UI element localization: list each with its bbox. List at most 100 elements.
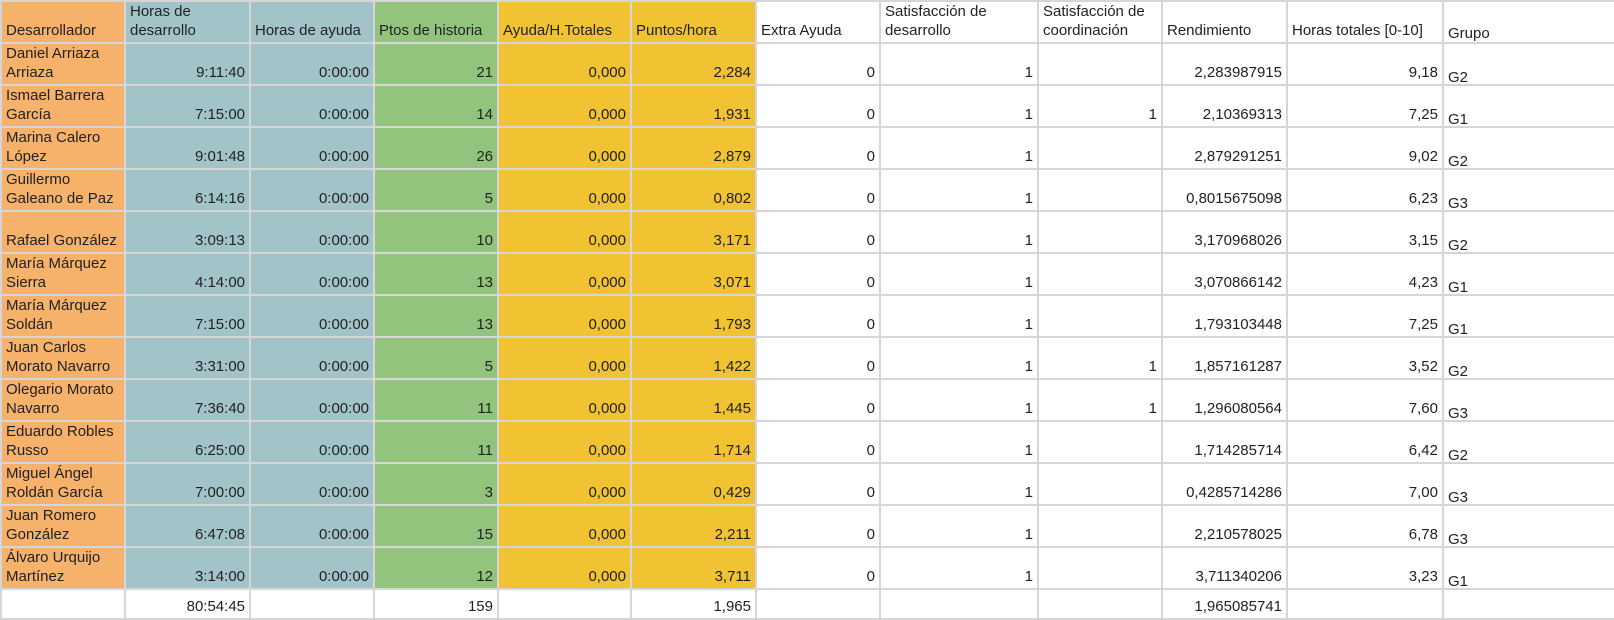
table-cell[interactable]: 3,15 <box>1286 210 1444 254</box>
table-cell[interactable]: 0,000 <box>497 84 632 128</box>
table-cell[interactable]: 2,879291251 <box>1161 126 1288 170</box>
table-cell[interactable]: 9,02 <box>1286 126 1444 170</box>
table-cell[interactable]: 1 <box>879 462 1039 506</box>
table-cell[interactable]: 11 <box>373 420 499 464</box>
table-cell[interactable]: 0:00:00 <box>249 462 375 506</box>
table-cell[interactable]: 1 <box>879 378 1039 422</box>
table-cell[interactable]: 6:25:00 <box>124 420 251 464</box>
table-cell[interactable]: 0 <box>755 84 881 128</box>
table-cell[interactable]: 1,793103448 <box>1161 294 1288 338</box>
table-cell[interactable]: 0:00:00 <box>249 84 375 128</box>
table-cell[interactable]: 0 <box>755 252 881 296</box>
table-cell[interactable]: 0:00:00 <box>249 42 375 86</box>
developer-name-cell[interactable]: Miguel Ángel Roldán García <box>0 462 126 506</box>
header-cell[interactable]: Rendimiento <box>1161 0 1288 44</box>
table-cell[interactable]: 15 <box>373 504 499 548</box>
table-cell[interactable]: G1 <box>1442 546 1614 590</box>
table-cell[interactable]: 3,171 <box>630 210 757 254</box>
table-cell[interactable]: 9:01:48 <box>124 126 251 170</box>
table-cell[interactable]: 0,000 <box>497 462 632 506</box>
table-cell[interactable]: 0,000 <box>497 210 632 254</box>
developer-name-cell[interactable]: Juan Carlos Morato Navarro <box>0 336 126 380</box>
table-cell[interactable]: 2,10369313 <box>1161 84 1288 128</box>
table-cell[interactable]: G2 <box>1442 42 1614 86</box>
table-cell[interactable]: 7:15:00 <box>124 84 251 128</box>
table-cell[interactable] <box>1037 294 1163 338</box>
total-cell[interactable] <box>1442 588 1614 620</box>
table-cell[interactable] <box>1037 504 1163 548</box>
table-cell[interactable]: 3,711 <box>630 546 757 590</box>
table-cell[interactable]: 1,857161287 <box>1161 336 1288 380</box>
table-cell[interactable]: 0:00:00 <box>249 378 375 422</box>
table-cell[interactable]: 3:31:00 <box>124 336 251 380</box>
total-cell[interactable]: 1,965 <box>630 588 757 620</box>
table-cell[interactable]: 1,793 <box>630 294 757 338</box>
header-cell[interactable]: Desarrollador <box>0 0 126 44</box>
table-cell[interactable]: 6,78 <box>1286 504 1444 548</box>
table-cell[interactable]: 5 <box>373 168 499 212</box>
developer-name-cell[interactable]: Daniel Arriaza Arriaza <box>0 42 126 86</box>
header-cell[interactable]: Puntos/hora <box>630 0 757 44</box>
table-cell[interactable] <box>1037 168 1163 212</box>
table-cell[interactable]: 1 <box>879 420 1039 464</box>
table-cell[interactable]: 1,296080564 <box>1161 378 1288 422</box>
table-cell[interactable]: 0 <box>755 420 881 464</box>
table-cell[interactable]: 4:14:00 <box>124 252 251 296</box>
table-cell[interactable]: 12 <box>373 546 499 590</box>
total-cell[interactable] <box>879 588 1039 620</box>
table-cell[interactable]: 0 <box>755 294 881 338</box>
table-cell[interactable]: 11 <box>373 378 499 422</box>
table-cell[interactable]: 0,4285714286 <box>1161 462 1288 506</box>
total-cell[interactable] <box>1286 588 1444 620</box>
table-cell[interactable]: G2 <box>1442 420 1614 464</box>
header-cell[interactable]: Grupo <box>1442 0 1614 44</box>
table-cell[interactable]: 10 <box>373 210 499 254</box>
table-cell[interactable]: 0:00:00 <box>249 504 375 548</box>
table-cell[interactable]: 1 <box>879 42 1039 86</box>
table-cell[interactable]: 0,8015675098 <box>1161 168 1288 212</box>
table-cell[interactable]: 3:14:00 <box>124 546 251 590</box>
table-cell[interactable]: 1 <box>879 294 1039 338</box>
developer-name-cell[interactable]: María Márquez Soldán <box>0 294 126 338</box>
table-cell[interactable]: 0 <box>755 546 881 590</box>
table-cell[interactable]: 21 <box>373 42 499 86</box>
table-cell[interactable]: 0:00:00 <box>249 252 375 296</box>
table-cell[interactable]: 0:00:00 <box>249 210 375 254</box>
table-cell[interactable]: G2 <box>1442 336 1614 380</box>
table-cell[interactable]: 3,23 <box>1286 546 1444 590</box>
header-cell[interactable]: Horas totales [0-10] <box>1286 0 1444 44</box>
table-cell[interactable]: 2,284 <box>630 42 757 86</box>
table-cell[interactable]: 0,000 <box>497 252 632 296</box>
total-cell[interactable]: 80:54:45 <box>124 588 251 620</box>
table-cell[interactable]: G1 <box>1442 84 1614 128</box>
table-cell[interactable]: 0,000 <box>497 126 632 170</box>
total-cell[interactable]: 1,965085741 <box>1161 588 1288 620</box>
table-cell[interactable]: 0:00:00 <box>249 294 375 338</box>
table-cell[interactable]: G2 <box>1442 126 1614 170</box>
table-cell[interactable]: 7:36:40 <box>124 378 251 422</box>
table-cell[interactable]: 9:11:40 <box>124 42 251 86</box>
table-cell[interactable]: G1 <box>1442 252 1614 296</box>
table-cell[interactable]: 1,445 <box>630 378 757 422</box>
developer-name-cell[interactable]: Rafael González <box>0 210 126 254</box>
table-cell[interactable]: 1 <box>879 546 1039 590</box>
table-cell[interactable]: 6,23 <box>1286 168 1444 212</box>
table-cell[interactable]: 14 <box>373 84 499 128</box>
table-cell[interactable]: 0 <box>755 462 881 506</box>
table-cell[interactable]: 0 <box>755 168 881 212</box>
table-cell[interactable]: 3,52 <box>1286 336 1444 380</box>
table-cell[interactable]: 0,000 <box>497 168 632 212</box>
table-cell[interactable]: 1 <box>879 252 1039 296</box>
table-cell[interactable] <box>1037 462 1163 506</box>
table-cell[interactable]: 13 <box>373 252 499 296</box>
table-cell[interactable]: 7,60 <box>1286 378 1444 422</box>
table-cell[interactable]: 1 <box>879 126 1039 170</box>
table-cell[interactable]: 9,18 <box>1286 42 1444 86</box>
total-cell[interactable] <box>249 588 375 620</box>
table-cell[interactable]: 2,210578025 <box>1161 504 1288 548</box>
table-cell[interactable]: 0 <box>755 336 881 380</box>
table-cell[interactable]: G1 <box>1442 294 1614 338</box>
developer-name-cell[interactable]: Eduardo Robles Russo <box>0 420 126 464</box>
table-cell[interactable]: 0,000 <box>497 504 632 548</box>
table-cell[interactable]: 0,000 <box>497 336 632 380</box>
